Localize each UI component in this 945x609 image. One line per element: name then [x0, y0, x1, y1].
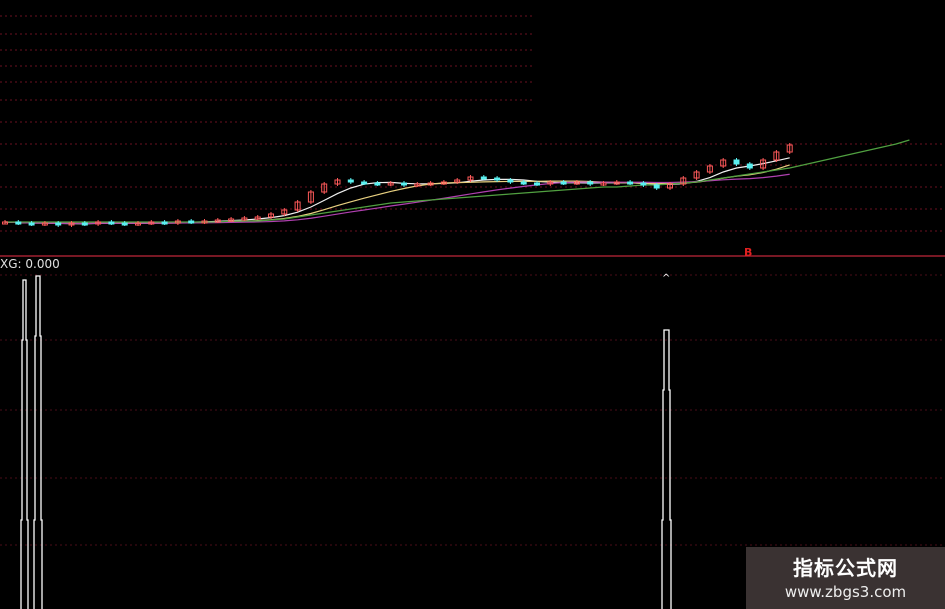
- candle-up: [600, 182, 607, 186]
- xg-spike: [33, 275, 43, 609]
- candle-up: [254, 216, 261, 220]
- xg-spike: [661, 329, 672, 609]
- candle-up: [786, 144, 793, 153]
- candle-up: [427, 182, 434, 186]
- candlesticks: [2, 143, 793, 227]
- candle-down: [494, 177, 501, 181]
- candle-down: [121, 222, 128, 226]
- candle-down: [507, 179, 514, 183]
- candle-up: [547, 181, 554, 185]
- grid-lines: [0, 15, 945, 546]
- candle-up: [454, 179, 461, 183]
- candle-up: [334, 179, 341, 185]
- candle-down: [534, 182, 540, 186]
- candle-up: [68, 222, 75, 226]
- candle-down: [81, 222, 88, 226]
- candle-down: [480, 176, 487, 180]
- candle-up: [680, 177, 687, 185]
- candle-down: [108, 221, 115, 225]
- candle-up: [241, 217, 248, 221]
- candle-up: [706, 165, 713, 173]
- watermark-title: 指标公式网: [793, 556, 898, 580]
- candle-down: [733, 159, 740, 165]
- indicator-value-label: XG: 0.000: [0, 257, 60, 271]
- candle-up: [387, 182, 394, 186]
- candle-up: [440, 181, 447, 185]
- candle-up: [294, 201, 301, 211]
- ma20-line: [4, 173, 790, 225]
- candle-up: [281, 209, 288, 215]
- candle-up: [268, 213, 274, 218]
- candle-up: [148, 221, 155, 225]
- candle-down: [401, 182, 407, 186]
- candle-down: [653, 184, 660, 189]
- candle-up: [467, 176, 474, 181]
- candle-up: [174, 220, 181, 224]
- xg-indicator: [20, 275, 672, 609]
- watermark-url: www.zbgs3.com: [784, 583, 907, 601]
- candle-down: [587, 181, 594, 185]
- candle-down: [55, 222, 62, 226]
- candle-up: [307, 191, 314, 203]
- candle-down: [627, 181, 634, 185]
- candle-up: [135, 222, 141, 226]
- watermark: 指标公式网 www.zbgs3.com: [746, 547, 945, 609]
- candle-down: [161, 221, 168, 225]
- candle-down: [520, 181, 527, 185]
- candle-down: [560, 181, 567, 185]
- candle-up: [228, 218, 235, 222]
- candle-up: [573, 181, 580, 185]
- ma5-line: [4, 157, 790, 225]
- ma10-line: [4, 164, 790, 225]
- buy-signal-marker: B: [744, 246, 752, 259]
- candle-down: [640, 182, 647, 186]
- candle-down: [15, 221, 22, 225]
- candle-up: [414, 183, 421, 187]
- candle-up: [2, 221, 8, 225]
- candle-up: [95, 221, 102, 225]
- peak-marker: ^: [662, 273, 670, 284]
- candle-up: [720, 159, 727, 167]
- ma-long-line: [5, 139, 910, 223]
- candle-up: [214, 219, 221, 223]
- candle-down: [374, 182, 381, 186]
- candle-up: [693, 171, 700, 179]
- candle-up: [41, 222, 48, 226]
- candle-up: [667, 183, 673, 189]
- candle-down: [188, 220, 195, 224]
- xg-spike: [20, 279, 29, 609]
- candle-up: [773, 151, 780, 161]
- candle-down: [746, 163, 753, 169]
- candle-down: [361, 181, 368, 185]
- candle-down: [28, 222, 35, 226]
- candle-down: [347, 179, 354, 183]
- candle-up: [201, 220, 208, 224]
- candle-up: [321, 183, 328, 193]
- candle-up: [760, 159, 767, 169]
- candle-up: [613, 181, 620, 185]
